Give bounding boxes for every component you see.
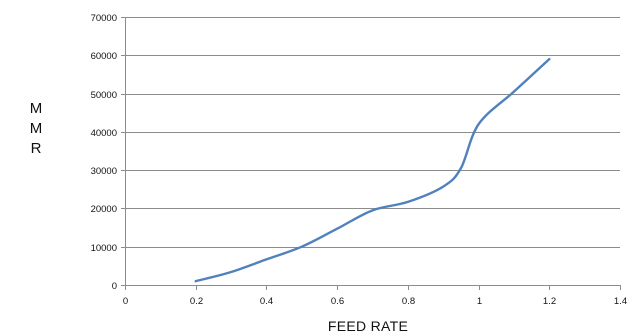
x-tick-label: 1.2 [543,296,556,307]
y-tick-label: 20000 [91,204,117,215]
x-tick-label: 0.2 [190,296,203,307]
y-tick-label: 0 [112,281,117,292]
y-tick-label: 70000 [91,13,117,24]
x-axis-title: FEED RATE [328,318,408,334]
x-tick-label: 0.4 [260,296,273,307]
y-tick-label: 50000 [91,90,117,101]
y-tick-label: 60000 [91,51,117,62]
y-axis-title: M M R [30,100,43,157]
y-tick-label: 10000 [91,243,117,254]
axes [121,17,621,290]
x-tick-labels: 0 0.2 0.4 0.6 0.8 1 1.2 1.4 [123,296,627,307]
y-axis-title-letter-2: M [30,120,43,137]
series-layer [194,57,551,283]
y-tick-labels: 0 10000 20000 30000 40000 50000 60000 70000 [91,13,117,292]
y-tick-label: 30000 [91,166,117,177]
x-tick-label: 0 [123,296,128,307]
x-tick-label: 0.6 [331,296,344,307]
x-tick-label: 1 [477,296,482,307]
series-line [194,57,551,283]
x-tick-label: 0.8 [402,296,415,307]
y-axis-title-letter-1: M [30,100,43,117]
gridlines [125,17,620,248]
x-tick-label: 1.4 [614,296,627,307]
y-tick-label: 40000 [91,128,117,139]
y-axis-title-letter-3: R [31,140,42,157]
